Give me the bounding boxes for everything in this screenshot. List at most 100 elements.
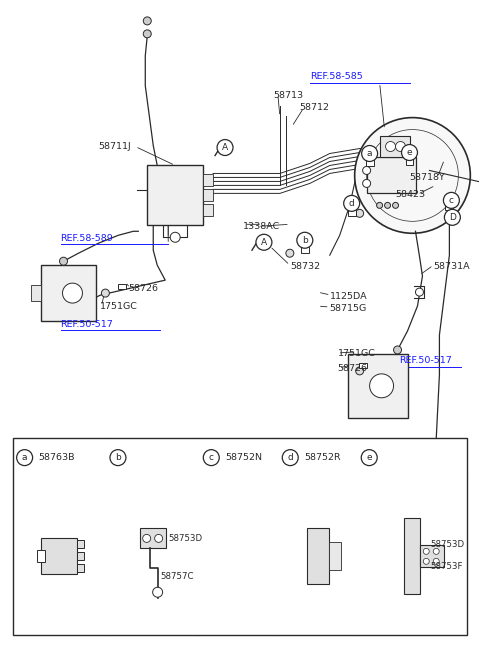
Text: 58423: 58423 [396,190,426,199]
Circle shape [361,449,377,466]
Bar [301,247,309,253]
Circle shape [101,289,109,297]
Text: 58752N: 58752N [225,453,262,462]
Bar [37,550,46,562]
Text: a: a [22,453,27,462]
Text: D: D [449,213,456,222]
Bar [406,159,413,165]
Text: 1125DA: 1125DA [330,292,367,300]
Bar [77,541,84,548]
Text: REF.58-585: REF.58-585 [310,72,362,81]
Text: b: b [115,453,121,462]
Circle shape [423,558,429,564]
Text: b: b [302,236,308,245]
Text: 58711J: 58711J [98,142,131,151]
Bar [329,543,341,570]
Circle shape [17,449,33,466]
Circle shape [377,202,383,209]
Circle shape [393,202,398,209]
Bar [77,552,84,560]
Circle shape [385,142,396,152]
Bar [12,438,468,635]
Bar [147,165,203,225]
Text: 58731A: 58731A [433,262,470,271]
Text: c: c [449,196,454,205]
Bar [366,161,373,167]
Circle shape [356,367,364,375]
Bar [445,205,454,211]
Text: 58753F: 58753F [430,562,463,571]
Circle shape [110,449,126,466]
Circle shape [153,587,163,597]
Bar [203,190,213,201]
Circle shape [143,17,151,25]
Text: 1338AC: 1338AC [243,222,280,231]
Text: A: A [222,143,228,152]
Bar [41,539,77,574]
Text: A: A [261,237,267,247]
Circle shape [282,449,298,466]
Circle shape [370,374,394,398]
Text: 58713: 58713 [273,91,303,100]
Circle shape [423,548,429,554]
Circle shape [363,167,371,174]
Circle shape [143,535,151,543]
Bar [41,265,96,321]
Text: 1751GC: 1751GC [338,350,375,358]
Circle shape [286,249,294,257]
Circle shape [402,144,418,161]
Circle shape [396,142,406,152]
Text: 58753D: 58753D [168,534,203,543]
Text: d: d [288,453,293,462]
Text: 58757C: 58757C [161,572,194,581]
Bar [119,283,126,289]
Text: 58726: 58726 [128,283,158,293]
Text: 58715G: 58715G [330,304,367,312]
Text: e: e [407,148,412,157]
Circle shape [384,202,391,209]
Text: 58763B: 58763B [38,453,75,462]
Circle shape [170,232,180,242]
Circle shape [143,30,151,38]
Text: REF.58-589: REF.58-589 [60,234,113,243]
Bar [348,354,408,418]
Circle shape [355,117,470,234]
Text: 58752R: 58752R [304,453,341,462]
Bar [348,211,356,216]
Circle shape [433,558,439,564]
Text: a: a [367,149,372,158]
Text: d: d [349,199,355,208]
Text: REF.50-517: REF.50-517 [399,356,452,365]
Circle shape [356,209,364,217]
Circle shape [344,195,360,211]
Text: e: e [366,453,372,462]
Circle shape [444,192,459,209]
Bar [203,174,213,186]
Text: c: c [209,453,214,462]
Circle shape [297,232,313,248]
Text: REF.50-517: REF.50-517 [60,319,113,329]
Text: 1751GC: 1751GC [100,302,138,310]
Bar [307,529,329,584]
Circle shape [256,234,272,250]
Bar [140,529,166,548]
Circle shape [155,535,163,543]
Bar [31,285,41,301]
Text: 58712: 58712 [299,103,329,112]
Bar [367,157,417,194]
Circle shape [60,257,68,265]
Bar [203,205,213,216]
Circle shape [363,180,371,188]
Circle shape [416,288,423,296]
Circle shape [444,209,460,225]
Circle shape [204,449,219,466]
Circle shape [217,140,233,155]
Text: 58726: 58726 [338,364,368,373]
Text: 58753D: 58753D [430,540,464,549]
Bar [420,545,444,567]
Bar [380,136,409,157]
Circle shape [433,548,439,554]
Circle shape [62,283,83,303]
Bar [77,564,84,572]
Text: 58732: 58732 [290,262,320,271]
